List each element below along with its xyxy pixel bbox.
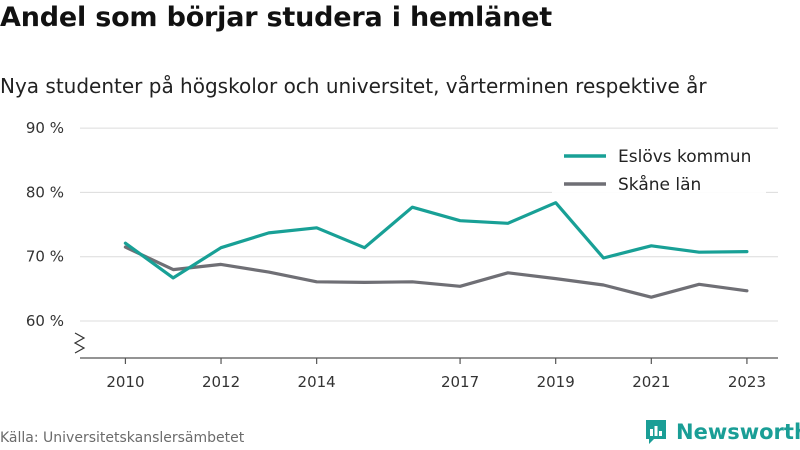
x-tick-label-2010: 2010 (106, 373, 144, 391)
series-line-esl-vs-kommun (123, 201, 749, 280)
source-note: Källa: Universitetskanslersämbetet (0, 430, 245, 446)
chart-title: Andel som börjar studera i hemlänet (0, 2, 552, 33)
x-tick-label-2012: 2012 (202, 373, 240, 391)
newsworthy-brand[interactable]: Newsworthy (644, 419, 800, 445)
y-tick-label-60: 60 % (26, 312, 64, 330)
series-line-sk-ne-l-n (123, 245, 749, 299)
y-tick-label-90: 90 % (26, 119, 64, 137)
x-tick-label-2021: 2021 (632, 373, 670, 391)
x-tick-label-2017: 2017 (441, 373, 479, 391)
newsworthy-logo-icon (646, 420, 666, 444)
y-axis-break-icon (73, 332, 86, 354)
legend-label-esl-vs-kommun: Eslövs kommun (618, 147, 751, 167)
legend-label-sk-ne-l-n: Skåne län (618, 174, 701, 195)
y-tick-label-70: 70 % (26, 248, 64, 266)
chart-subtitle: Nya studenter på högskolor och universit… (0, 74, 707, 98)
y-tick-label-80: 80 % (26, 183, 64, 201)
brand-name: Newsworthy (676, 420, 800, 444)
x-tick-label-2019: 2019 (537, 373, 575, 391)
x-tick-label-2014: 2014 (298, 373, 336, 391)
x-tick-label-2023: 2023 (728, 373, 766, 391)
